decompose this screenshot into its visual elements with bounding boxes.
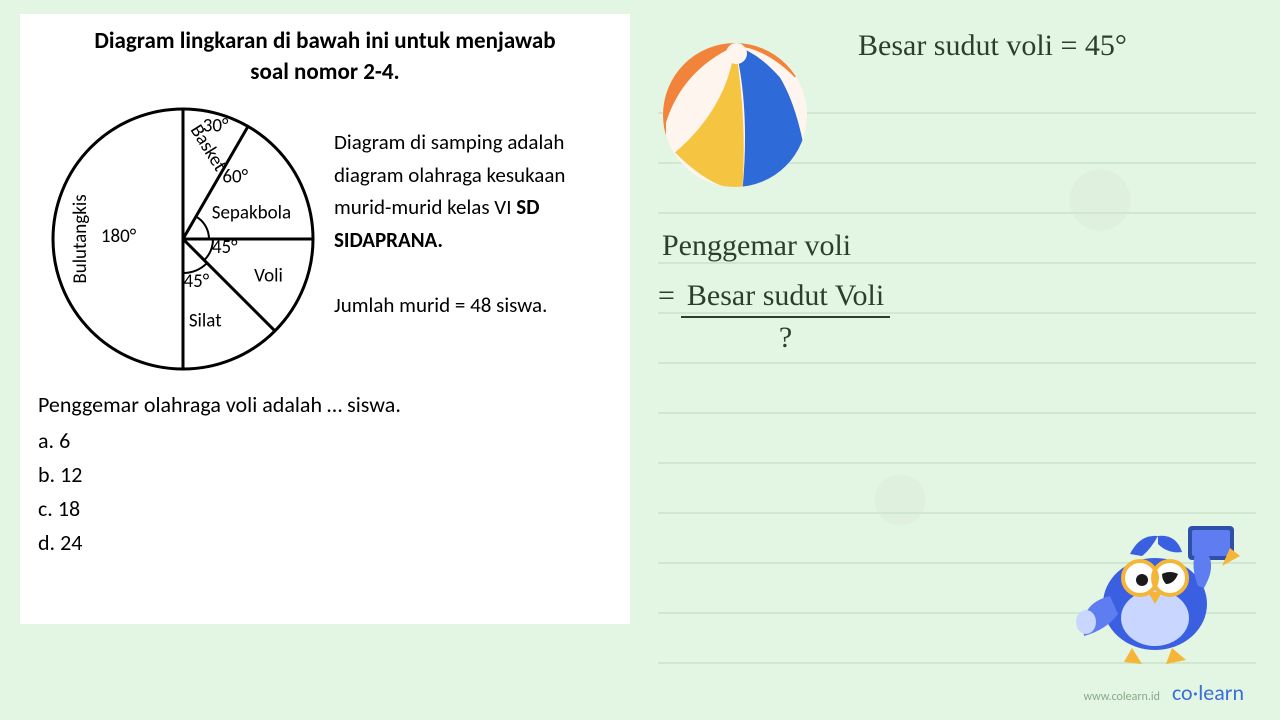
diagram-row: BulutangkisBasketSepakbolaVoliSilat180°3… xyxy=(38,94,612,384)
desc-l3a: murid-murid kelas VI xyxy=(334,194,516,220)
answer-option-c[interactable]: c. 18 xyxy=(38,492,612,526)
svg-text:180°: 180° xyxy=(101,225,137,248)
brand-b: learn xyxy=(1198,679,1244,706)
brand-logo: co·learn xyxy=(1172,679,1244,706)
answer-option-d[interactable]: d. 24 xyxy=(38,526,612,560)
answer-option-a[interactable]: a. 6 xyxy=(38,424,612,458)
title-line-1: Diagram lingkaran di bawah ini untuk men… xyxy=(94,27,555,55)
notebook-line xyxy=(658,212,1256,214)
fraction: Besar sudut Voli ? xyxy=(681,278,890,356)
svg-text:Sepakbola: Sepakbola xyxy=(212,202,291,225)
desc-l5: Jumlah murid = 48 siswa. xyxy=(334,292,547,318)
fraction-numerator: Besar sudut Voli xyxy=(681,278,890,318)
desc-l1: Diagram di samping adalah xyxy=(334,129,564,155)
handwriting-eq: = xyxy=(658,278,675,314)
svg-text:60°: 60° xyxy=(222,166,248,189)
answer-option-b[interactable]: b. 12 xyxy=(38,458,612,492)
beach-ball-icon xyxy=(660,40,810,190)
handwriting-top: Besar sudut voli = 45° xyxy=(858,28,1127,64)
svg-text:Voli: Voli xyxy=(254,265,283,288)
fraction-denominator: ? xyxy=(681,318,890,356)
bird-mascot-icon xyxy=(1070,526,1240,666)
diagram-description: Diagram di samping adalah diagram olahra… xyxy=(328,94,565,384)
pie-svg: BulutangkisBasketSepakbolaVoliSilat180°3… xyxy=(38,94,328,384)
notebook-line xyxy=(658,512,1256,514)
question-card: Diagram lingkaran di bawah ini untuk men… xyxy=(20,14,630,624)
pie-chart: BulutangkisBasketSepakbolaVoliSilat180°3… xyxy=(38,94,328,384)
svg-text:30°: 30° xyxy=(203,115,229,138)
svg-text:Silat: Silat xyxy=(189,310,222,333)
card-title: Diagram lingkaran di bawah ini untuk men… xyxy=(38,26,612,88)
desc-l4: SIDAPRANA. xyxy=(334,227,443,253)
answer-options: a. 6b. 12c. 18d. 24 xyxy=(38,424,612,560)
title-line-2: soal nomor 2-4. xyxy=(250,58,399,86)
notebook-line xyxy=(658,362,1256,364)
handwriting-line-1: Penggemar voli xyxy=(662,228,851,264)
notebook-line xyxy=(658,412,1256,414)
handwriting-fraction: = Besar sudut Voli ? xyxy=(658,278,890,356)
footer: www.colearn.id co·learn xyxy=(1083,679,1244,706)
question-text: Penggemar olahraga voli adalah … siswa. xyxy=(38,388,612,422)
footer-url: www.colearn.id xyxy=(1083,690,1159,704)
desc-l3b: SD xyxy=(516,194,539,220)
notebook-line xyxy=(658,462,1256,464)
brand-a: co xyxy=(1172,679,1193,706)
svg-text:Bulutangkis: Bulutangkis xyxy=(69,194,92,283)
desc-l2: diagram olahraga kesukaan xyxy=(334,162,565,188)
svg-text:45°: 45° xyxy=(212,236,238,259)
